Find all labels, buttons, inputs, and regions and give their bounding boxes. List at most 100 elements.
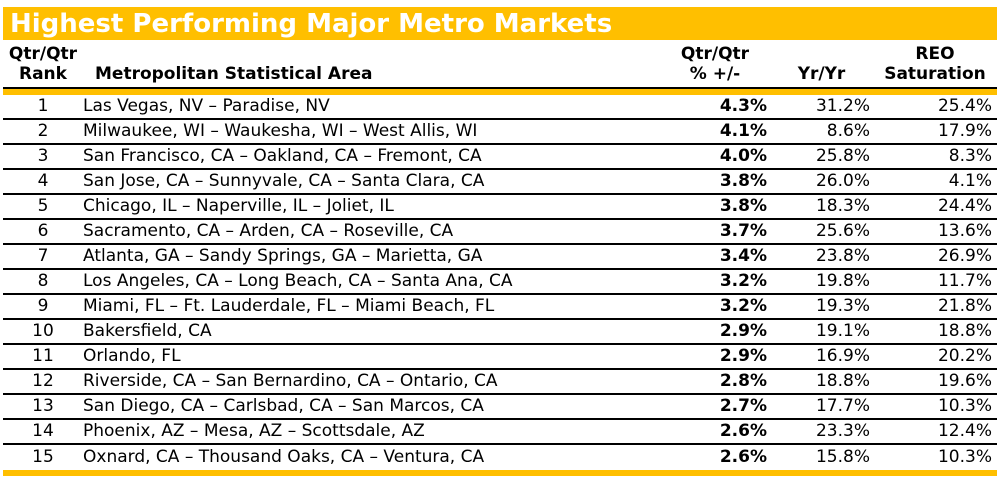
msa-cell: Las Vegas, NV – Paradise, NV <box>83 96 330 116</box>
qtr-change-cell: 2.9% <box>719 321 767 341</box>
table-row: 3 San Francisco, CA – Oakland, CA – Frem… <box>3 145 997 170</box>
rank-cell: 14 <box>32 421 54 441</box>
table-row: 11 Orlando, FL 2.9% 16.9% 20.2% <box>3 345 997 370</box>
yr-change-cell: 25.8% <box>815 146 870 166</box>
yr-change-cell: 25.6% <box>815 221 870 241</box>
column-header-msa: Metropolitan Statistical Area <box>83 64 660 84</box>
rank-cell: 1 <box>37 96 49 116</box>
msa-cell: Orlando, FL <box>83 346 181 366</box>
column-header-qtr-change-line2: % +/- <box>689 64 741 84</box>
reo-saturation-cell: 24.4% <box>937 196 992 216</box>
msa-cell: Oxnard, CA – Thousand Oaks, CA – Ventura… <box>83 447 485 467</box>
rank-cell: 9 <box>37 296 49 316</box>
yr-change-cell: 19.3% <box>815 296 870 316</box>
column-header-rank-line1: Qtr/Qtr <box>8 44 78 64</box>
qtr-change-cell: 3.2% <box>719 296 767 316</box>
reo-saturation-cell: 25.4% <box>937 96 992 116</box>
msa-cell: Phoenix, AZ – Mesa, AZ – Scottsdale, AZ <box>83 421 425 441</box>
table-title-bar: Highest Performing Major Metro Markets <box>3 7 997 40</box>
table-title: Highest Performing Major Metro Markets <box>10 9 613 39</box>
qtr-change-cell: 4.0% <box>719 146 767 166</box>
table-header-row: Qtr/Qtr Rank Metropolitan Statistical Ar… <box>3 40 997 87</box>
yr-change-cell: 17.7% <box>815 396 870 416</box>
yr-change-cell: 18.8% <box>815 371 870 391</box>
table-row: 15 Oxnard, CA – Thousand Oaks, CA – Vent… <box>3 445 997 470</box>
yr-change-cell: 16.9% <box>815 346 870 366</box>
header-divider-gold <box>3 89 997 95</box>
yr-change-cell: 8.6% <box>826 121 870 141</box>
reo-saturation-cell: 20.2% <box>937 346 992 366</box>
msa-cell: Los Angeles, CA – Long Beach, CA – Santa… <box>83 271 513 291</box>
rank-cell: 13 <box>32 396 54 416</box>
table-row: 5 Chicago, IL – Naperville, IL – Joliet,… <box>3 195 997 220</box>
msa-cell: Atlanta, GA – Sandy Springs, GA – Mariet… <box>83 246 483 266</box>
rank-cell: 5 <box>37 196 49 216</box>
rank-cell: 12 <box>32 371 54 391</box>
table-row: 4 San Jose, CA – Sunnyvale, CA – Santa C… <box>3 170 997 195</box>
table-row: 14 Phoenix, AZ – Mesa, AZ – Scottsdale, … <box>3 420 997 445</box>
qtr-change-cell: 3.7% <box>719 221 767 241</box>
table-row: 12 Riverside, CA – San Bernardino, CA – … <box>3 370 997 395</box>
reo-saturation-cell: 18.8% <box>937 321 992 341</box>
table-row: 1 Las Vegas, NV – Paradise, NV 4.3% 31.2… <box>3 95 997 120</box>
msa-cell: Bakersfield, CA <box>83 321 212 341</box>
table-row: 2 Milwaukee, WI – Waukesha, WI – West Al… <box>3 120 997 145</box>
qtr-change-cell: 4.3% <box>719 96 767 116</box>
table-row: 7 Atlanta, GA – Sandy Springs, GA – Mari… <box>3 245 997 270</box>
qtr-change-cell: 4.1% <box>719 121 767 141</box>
msa-cell: San Diego, CA – Carlsbad, CA – San Marco… <box>83 396 484 416</box>
qtr-change-cell: 2.9% <box>719 346 767 366</box>
yr-change-cell: 15.8% <box>815 447 870 467</box>
qtr-change-cell: 2.7% <box>719 396 767 416</box>
yr-change-cell: 26.0% <box>815 171 870 191</box>
msa-cell: San Jose, CA – Sunnyvale, CA – Santa Cla… <box>83 171 485 191</box>
qtr-change-cell: 3.2% <box>719 271 767 291</box>
column-header-yr-change-label: Yr/Yr <box>797 64 846 84</box>
msa-cell: San Francisco, CA – Oakland, CA – Fremon… <box>83 146 482 166</box>
qtr-change-cell: 2.6% <box>719 447 767 467</box>
msa-cell: Chicago, IL – Naperville, IL – Joliet, I… <box>83 196 394 216</box>
qtr-change-cell: 2.8% <box>719 371 767 391</box>
reo-saturation-cell: 8.3% <box>948 146 992 166</box>
table-rows: 1 Las Vegas, NV – Paradise, NV 4.3% 31.2… <box>3 95 997 470</box>
msa-cell: Riverside, CA – San Bernardino, CA – Ont… <box>83 371 498 391</box>
qtr-change-cell: 3.4% <box>719 246 767 266</box>
reo-saturation-cell: 17.9% <box>937 121 992 141</box>
table-bottom-rule-gold <box>3 470 997 476</box>
column-header-rank: Qtr/Qtr Rank <box>3 44 83 84</box>
metro-markets-table: Highest Performing Major Metro Markets Q… <box>3 7 997 476</box>
reo-saturation-cell: 19.6% <box>937 371 992 391</box>
qtr-change-cell: 3.8% <box>719 196 767 216</box>
column-header-msa-label: Metropolitan Statistical Area <box>95 64 373 84</box>
yr-change-cell: 31.2% <box>815 96 870 116</box>
reo-saturation-cell: 11.7% <box>937 271 992 291</box>
reo-saturation-cell: 26.9% <box>937 246 992 266</box>
msa-cell: Sacramento, CA – Arden, CA – Roseville, … <box>83 221 454 241</box>
reo-saturation-cell: 4.1% <box>948 171 992 191</box>
rank-cell: 3 <box>37 146 49 166</box>
reo-saturation-cell: 13.6% <box>937 221 992 241</box>
rank-cell: 7 <box>37 246 49 266</box>
qtr-change-cell: 2.6% <box>719 421 767 441</box>
yr-change-cell: 23.8% <box>815 246 870 266</box>
table-row: 10 Bakersfield, CA 2.9% 19.1% 18.8% <box>3 320 997 345</box>
column-header-qtr-change-line1: Qtr/Qtr <box>680 44 750 64</box>
msa-cell: Miami, FL – Ft. Lauderdale, FL – Miami B… <box>83 296 495 316</box>
reo-saturation-cell: 10.3% <box>937 447 992 467</box>
reo-saturation-cell: 12.4% <box>937 421 992 441</box>
yr-change-cell: 18.3% <box>815 196 870 216</box>
column-header-yr-change: Yr/Yr <box>770 64 873 84</box>
rank-cell: 8 <box>37 271 49 291</box>
table-row: 8 Los Angeles, CA – Long Beach, CA – San… <box>3 270 997 295</box>
column-header-rank-line2: Rank <box>19 64 67 84</box>
rank-cell: 11 <box>32 346 54 366</box>
column-header-reo-saturation: REO Saturation <box>873 44 997 84</box>
qtr-change-cell: 3.8% <box>719 171 767 191</box>
reo-saturation-cell: 10.3% <box>937 396 992 416</box>
header-divider-black <box>3 87 997 89</box>
rank-cell: 6 <box>37 221 49 241</box>
table-row: 13 San Diego, CA – Carlsbad, CA – San Ma… <box>3 395 997 420</box>
column-header-reo-line1: REO <box>915 44 955 64</box>
rank-cell: 15 <box>32 447 54 467</box>
rank-cell: 10 <box>32 321 54 341</box>
